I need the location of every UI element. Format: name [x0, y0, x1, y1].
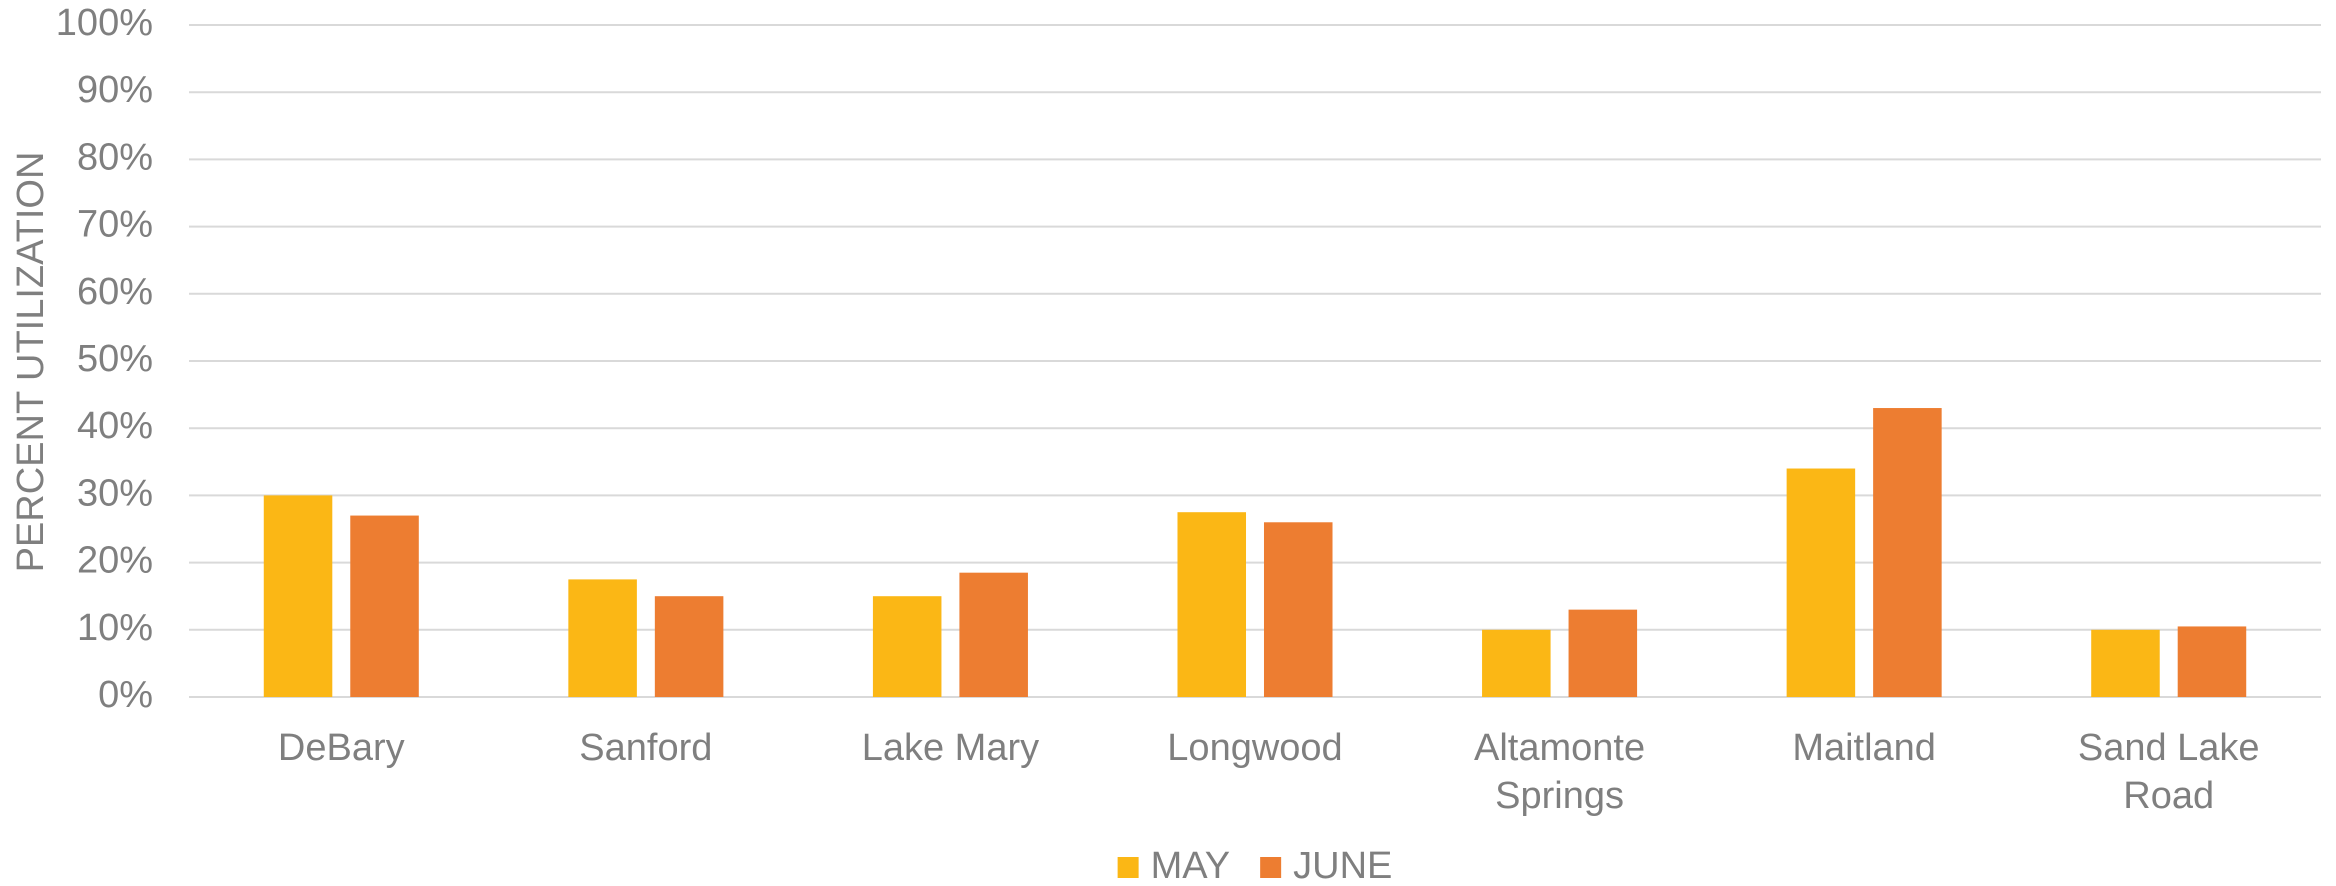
x-tick-label: Maitland — [1792, 727, 1936, 769]
x-tick-label: Sanford — [579, 727, 713, 769]
x-tick-label: Sand Lake Road — [2077, 727, 2260, 817]
x-tick-label: Lake Mary — [861, 727, 1040, 769]
y-tick-label: 50% — [77, 338, 153, 380]
y-tick-label: 40% — [77, 405, 153, 447]
legend-label: JUNE — [1293, 845, 1392, 886]
bar — [1177, 512, 1247, 697]
y-tick-label: 10% — [77, 607, 153, 649]
y-tick-label: 90% — [77, 69, 153, 111]
x-tick-label: DeBary — [277, 727, 405, 769]
legend-label: MAY — [1151, 845, 1231, 886]
y-tick-label: 30% — [77, 472, 153, 514]
bar — [2177, 626, 2247, 697]
bar — [959, 572, 1028, 697]
bar — [1482, 629, 1551, 697]
x-tick-label: Altamonte Springs — [1474, 727, 1646, 817]
bar — [568, 579, 637, 697]
bar — [350, 515, 419, 697]
bar — [1568, 609, 1638, 697]
bar — [654, 596, 724, 697]
y-axis-title: PERCENT UTILIZATION — [10, 152, 52, 573]
y-tick-label: 60% — [77, 271, 153, 313]
y-tick-label: 70% — [77, 204, 153, 246]
bar — [1263, 522, 1333, 697]
y-tick-label: 0% — [98, 674, 153, 716]
bar — [2091, 629, 2160, 697]
bar — [1786, 468, 1856, 697]
x-tick-label: Longwood — [1167, 727, 1343, 769]
bar — [1873, 408, 1942, 697]
legend-swatch — [1260, 857, 1282, 878]
y-tick-label: 80% — [77, 136, 153, 178]
y-tick-label: 100% — [56, 2, 153, 44]
bar — [872, 596, 942, 697]
bar — [263, 495, 333, 697]
y-tick-label: 20% — [77, 540, 153, 582]
legend-swatch — [1117, 857, 1139, 878]
